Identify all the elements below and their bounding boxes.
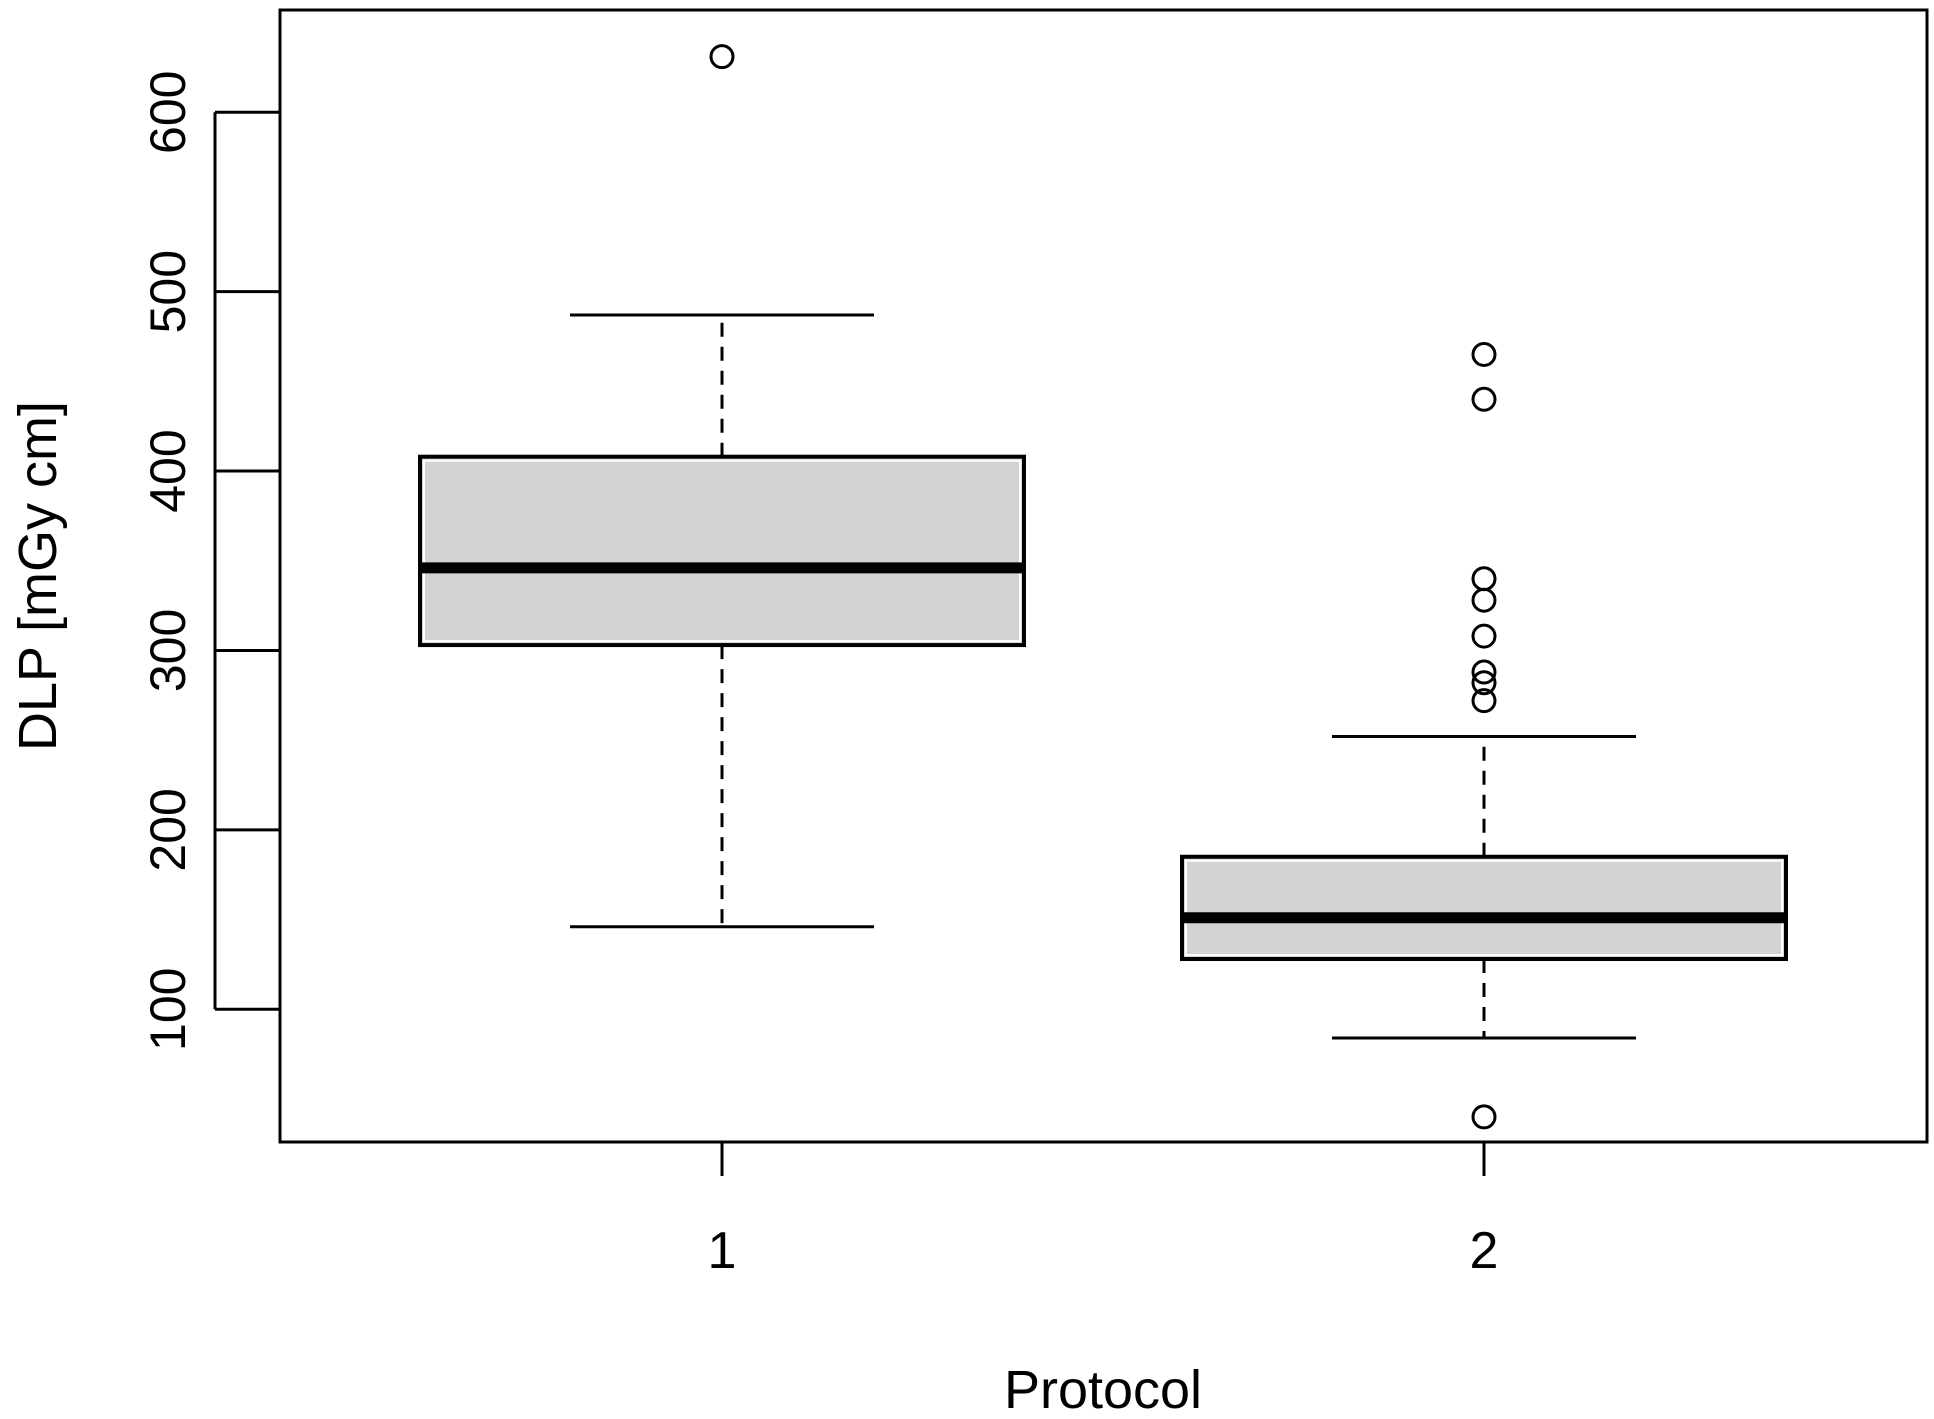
outlier-point: [1471, 566, 1497, 592]
iqr-box-inner-edge: [423, 459, 1021, 643]
outlier-point: [1471, 623, 1497, 649]
y-tick-label: 200: [140, 788, 196, 871]
y-tick-label: 500: [140, 250, 196, 333]
y-axis-label: DLP [mGy cm]: [8, 401, 68, 751]
box-group-1: [418, 44, 1026, 929]
y-tick-label: 400: [140, 429, 196, 512]
y-axis: 100 200 300 400 500 600: [140, 71, 280, 1051]
outlier-point: [1471, 386, 1497, 412]
outlier-point: [1471, 688, 1497, 714]
outlier-point: [1471, 341, 1497, 367]
x-tick-label: 1: [708, 1222, 737, 1280]
outlier-point: [1471, 587, 1497, 613]
iqr-box: [1180, 854, 1788, 962]
y-tick-label: 100: [140, 968, 196, 1051]
x-tick-label: 2: [1470, 1222, 1499, 1280]
box-group-2: [1180, 341, 1788, 1130]
outlier-point: [1471, 670, 1497, 696]
outlier-point: [709, 44, 735, 70]
chart-marks: [418, 44, 1788, 1130]
plot-frame: [278, 8, 1929, 1144]
x-axis-label: Protocol: [1004, 1360, 1202, 1419]
iqr-box: [418, 454, 1026, 648]
y-tick-label: 300: [140, 609, 196, 692]
y-tick-label: 600: [140, 71, 196, 154]
outlier-point: [1471, 1104, 1497, 1130]
outlier-point: [1471, 659, 1497, 685]
iqr-box-inner-edge: [1185, 859, 1783, 957]
